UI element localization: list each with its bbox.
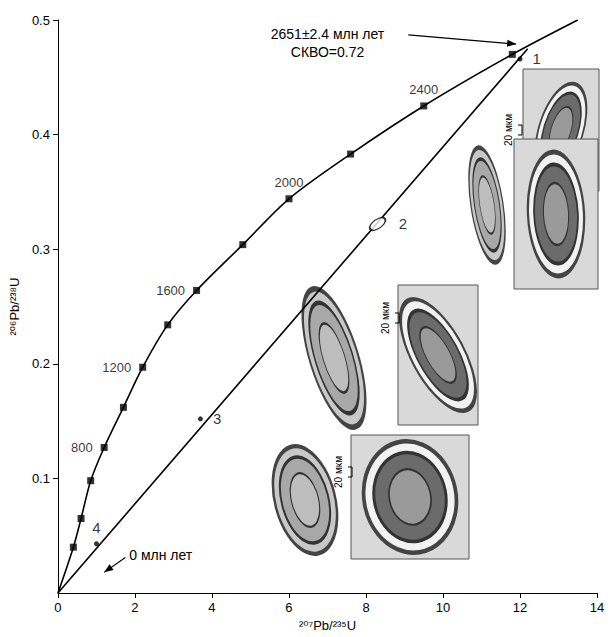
svg-text:2400: 2400 [409, 82, 438, 97]
svg-text:0.4: 0.4 [32, 127, 50, 142]
svg-text:3: 3 [213, 410, 221, 427]
svg-text:2: 2 [399, 215, 407, 232]
svg-text:1600: 1600 [156, 283, 185, 298]
svg-text:8: 8 [362, 600, 369, 615]
svg-text:20 мкм: 20 мкм [503, 114, 514, 146]
svg-text:4: 4 [208, 600, 215, 615]
svg-text:0.3: 0.3 [32, 242, 50, 257]
svg-text:2651±2.4 млн лет: 2651±2.4 млн лет [271, 26, 385, 42]
svg-text:20 мкм: 20 мкм [380, 302, 391, 334]
svg-text:СКВО=0.72: СКВО=0.72 [291, 44, 365, 60]
svg-text:2: 2 [131, 600, 138, 615]
svg-text:1200: 1200 [102, 360, 131, 375]
svg-text:²⁰⁷Pb/²³⁵U: ²⁰⁷Pb/²³⁵U [299, 618, 356, 633]
svg-text:0.5: 0.5 [32, 13, 50, 28]
svg-text:0.2: 0.2 [32, 356, 50, 371]
svg-text:12: 12 [513, 600, 527, 615]
svg-text:2000: 2000 [275, 175, 304, 190]
svg-text:0 млн лет: 0 млн лет [129, 547, 193, 563]
svg-text:0.1: 0.1 [32, 471, 50, 486]
svg-text:6: 6 [285, 600, 292, 615]
svg-text:²⁰⁶Pb/²³⁸U: ²⁰⁶Pb/²³⁸U [7, 278, 22, 336]
svg-text:14: 14 [590, 600, 604, 615]
svg-text:0: 0 [54, 600, 61, 615]
svg-text:4: 4 [92, 519, 100, 536]
svg-text:1: 1 [532, 50, 540, 67]
svg-text:10: 10 [436, 600, 450, 615]
svg-text:800: 800 [71, 440, 93, 455]
svg-text:20 мкм: 20 мкм [333, 456, 344, 488]
